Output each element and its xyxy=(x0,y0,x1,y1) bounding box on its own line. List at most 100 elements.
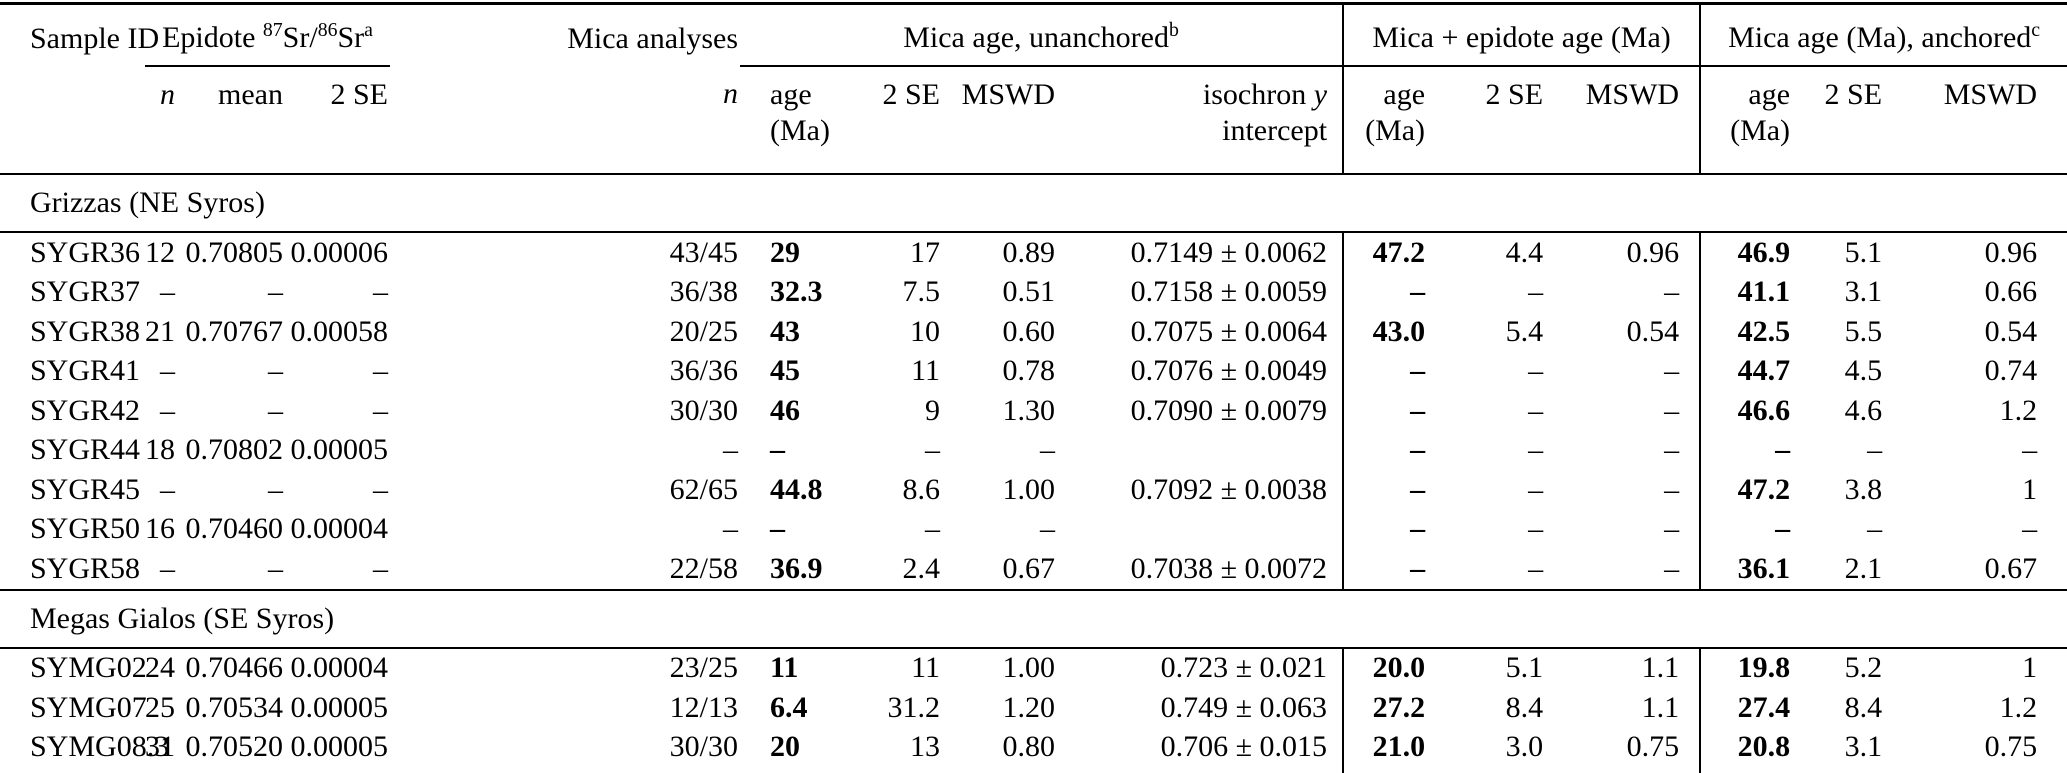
epidote-mean-cell: – xyxy=(268,275,283,309)
section-header-row: Grizzas (NE Syros) xyxy=(0,173,2067,233)
unanchored-mswd-cell: 0.80 xyxy=(945,727,1061,773)
anchored-2se-cell: 3.1 xyxy=(1844,275,1883,309)
sub-header-unanchored-2se: 2 SE xyxy=(865,66,946,175)
col-group-epidote-sr: Epidote 87Sr/86Sra xyxy=(145,3,391,67)
anchored-age-cell: 46.6 xyxy=(1699,391,1798,431)
sample-id-cell: SYGR41 xyxy=(30,354,141,388)
mica-epidote-2se-cell: 8.4 xyxy=(1505,690,1544,724)
unanchored-2se-cell: 2.4 xyxy=(902,551,941,585)
anchored-2se-cell: 5.5 xyxy=(1844,314,1883,348)
epidote-2se-cell: – xyxy=(373,275,389,309)
mica-epidote-age-cell: – xyxy=(1342,470,1433,510)
mica-analyses-n-cell: 22/58 xyxy=(669,551,739,585)
mica-analyses-n-cell: – xyxy=(723,512,739,546)
epidote-mean-cell: 0.70805 xyxy=(185,235,284,269)
mica-analyses-n-cell: 43/45 xyxy=(669,235,739,269)
mica-epidote-2se-cell: 3.0 xyxy=(1432,727,1551,773)
unanchored-mswd-cell: 0.89 xyxy=(1002,235,1056,269)
table-row: SYGR36 12 0.70805 0.00006 43/45 29 17 0.… xyxy=(0,232,2067,273)
epidote-2se-cell: 0.00004 xyxy=(290,651,389,685)
table-row: SYGR41 – – – 36/36 45 11 0.78 0.7076 ± 0… xyxy=(0,351,2067,391)
mica-epidote-mswd-cell: – xyxy=(1664,512,1680,546)
mica-epidote-age-cell: – xyxy=(1342,549,1433,590)
isochron-intercept-cell: 0.7075 ± 0.0064 xyxy=(1130,314,1328,348)
table-row: SYMG08.3 31 0.70520 0.00005 30/30 20 13 … xyxy=(0,727,2067,773)
mica-epidote-mswd-cell: 1.1 xyxy=(1641,651,1680,685)
table-row: SYGR38 21 0.70767 0.00058 20/25 43 10 0.… xyxy=(0,312,2067,352)
sub-header-unanchored-age: age (Ma) xyxy=(740,66,866,175)
isochron-intercept-cell: 0.7158 ± 0.0059 xyxy=(1130,275,1328,309)
mica-epidote-age-cell: – xyxy=(1342,430,1433,470)
sub-header-unanchored-mswd: MSWD xyxy=(945,66,1061,175)
unanchored-mswd-cell: 0.60 xyxy=(1002,314,1056,348)
sample-id-cell: SYGR42 xyxy=(30,393,141,427)
mica-epidote-mswd-cell: 0.54 xyxy=(1626,314,1680,348)
mica-analyses-n-cell: 12/13 xyxy=(669,690,739,724)
isochron-text: isochron xyxy=(1202,78,1314,111)
isochron-label-line1: isochron y xyxy=(1060,77,1327,113)
epidote-mean-cell: 0.70460 xyxy=(185,512,284,546)
epidote-2se-cell: 0.00058 xyxy=(290,314,389,348)
epidote-mean-cell: 0.70767 xyxy=(185,314,284,348)
epidote-n-cell: – xyxy=(160,551,175,585)
unanchored-age-cell: 46 xyxy=(770,393,801,427)
anchored-mswd-cell: 1 xyxy=(2022,472,2038,506)
anchored-2se-cell: 3.8 xyxy=(1844,472,1883,506)
isochron-intercept-cell: 0.7090 ± 0.0079 xyxy=(1130,393,1328,427)
mica-analyses-n-cell: 20/25 xyxy=(669,314,739,348)
unanchored-2se-cell: 9 xyxy=(925,393,941,427)
unanchored-age-cell: 29 xyxy=(770,235,801,269)
epidote-2se-cell: – xyxy=(373,354,389,388)
anchored-age-cell: 44.7 xyxy=(1699,351,1798,391)
epidote-2se-cell: 0.00005 xyxy=(290,433,389,467)
epidote-n-cell: 12 xyxy=(145,235,175,269)
epidote-mean-cell: 0.70802 xyxy=(185,433,284,467)
epidote-n-cell: – xyxy=(160,393,175,427)
mica-epidote-age-cell: – xyxy=(1342,351,1433,391)
mica-epidote-2se-cell: – xyxy=(1528,354,1544,388)
mica-epidote-mswd-cell: – xyxy=(1664,393,1680,427)
mica-epidote-2se-cell: – xyxy=(1528,275,1544,309)
table-header: Sample ID Epidote 87Sr/86Sra Mica analys… xyxy=(0,3,2067,175)
unanchored-2se-cell: 17 xyxy=(910,235,941,269)
mica-epidote-2se-cell: 5.4 xyxy=(1505,314,1544,348)
epidote-n-cell: – xyxy=(160,472,175,506)
footnote-c-marker: c xyxy=(2031,19,2041,42)
unanchored-2se-cell: 11 xyxy=(911,354,941,388)
sub-header-epidote-n: n xyxy=(145,66,180,175)
mica-epidote-age-cell: – xyxy=(1342,391,1433,431)
isotope-86-superscript: 86 xyxy=(317,19,338,42)
mica-epidote-age-cell: 20.0 xyxy=(1342,647,1433,688)
unanchored-2se-cell: 10 xyxy=(910,314,941,348)
epidote-n-cell: – xyxy=(160,275,175,309)
unanchored-age-cell: – xyxy=(770,512,786,546)
mica-analyses-n-cell: – xyxy=(723,433,739,467)
mica-epidote-2se-cell: – xyxy=(1528,551,1544,585)
sample-id-cell: SYMG08.3 xyxy=(0,727,169,773)
anchored-2se-cell: 5.2 xyxy=(1844,651,1883,685)
anchored-age-cell: 47.2 xyxy=(1699,470,1798,510)
unanchored-age-cell: 6.4 xyxy=(770,690,808,724)
sample-id-cell: SYMG02 xyxy=(30,651,147,685)
unanchored-age-cell: 11 xyxy=(770,651,799,685)
sample-id-cell: SYGR58 xyxy=(30,551,141,585)
unanchored-mswd-cell: 0.67 xyxy=(1002,551,1056,585)
anchored-mswd-cell: 0.74 xyxy=(1984,354,2038,388)
epidote-2se-cell: – xyxy=(373,393,389,427)
n-italic-label: n xyxy=(723,77,739,110)
anchored-mswd-cell: 1.2 xyxy=(1999,393,2038,427)
sample-id-cell: SYGR44 xyxy=(30,433,141,467)
anchored-2se-cell: 8.4 xyxy=(1844,690,1883,724)
unanchored-age-cell: 36.9 xyxy=(770,551,823,585)
unanchored-age-cell: 44.8 xyxy=(770,472,823,506)
anchored-mswd-cell: – xyxy=(2022,512,2038,546)
mica-epidote-mswd-cell: – xyxy=(1664,433,1680,467)
sub-header-mica-epidote-age: age (Ma) xyxy=(1342,66,1433,175)
anchored-2se-cell: – xyxy=(1867,512,1883,546)
epidote-n-cell: 18 xyxy=(145,433,175,467)
anchored-age-cell: 42.5 xyxy=(1699,312,1798,352)
unanchored-mswd-cell: – xyxy=(1040,512,1056,546)
sub-header-isochron-intercept: isochron y intercept xyxy=(1060,66,1344,175)
sub-header-mica-epidote-2se: 2 SE xyxy=(1432,66,1551,175)
